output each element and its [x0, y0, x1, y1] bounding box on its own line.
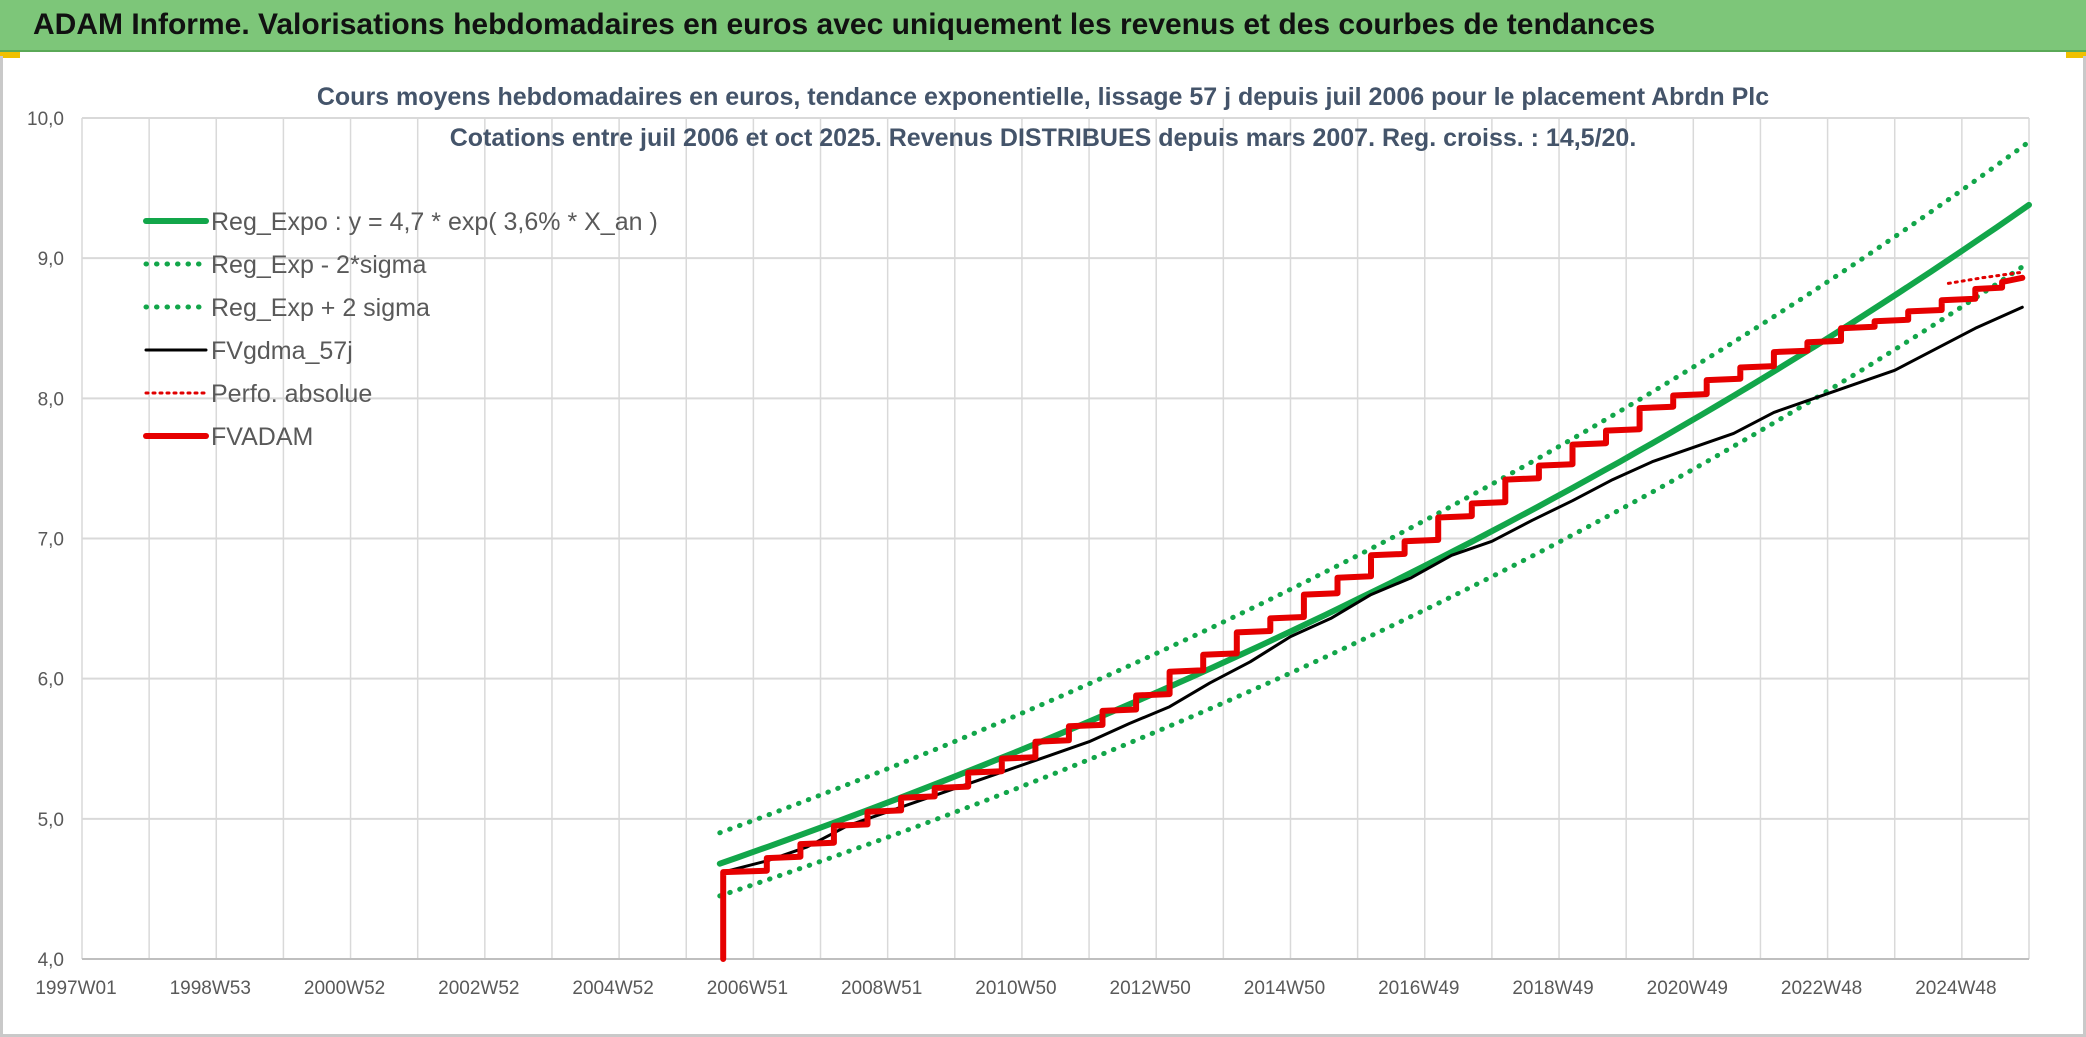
x-tick-label: 2024W48 — [1915, 978, 1996, 999]
chart-svg: 4,0 5,0 6,0 7,0 8,0 9,0 10,0 1997W01 1998W53 2000… — [27, 83, 2032, 999]
series-line-3 — [721, 305, 2024, 874]
chart-title: Cours moyens hebdomadaires en euros, ten… — [317, 83, 1769, 111]
x-tick-label: 2002W52 — [438, 978, 519, 999]
legend-label: Reg_Expo : y = 4,7 * exp( 3,6% * X_an ) — [211, 208, 658, 236]
legend-label: FVgdma_57j — [211, 337, 353, 365]
series-line-0 — [716, 201, 2032, 867]
corner-marker-right — [2066, 52, 2086, 58]
y-tick-label: 7,0 — [38, 530, 64, 551]
grid-layer — [81, 117, 2030, 960]
series-line-2 — [717, 139, 2032, 836]
y-tick-label: 9,0 — [38, 249, 64, 270]
legend-label: Reg_Exp + 2 sigma — [211, 294, 430, 322]
x-tick-label: 2008W51 — [841, 978, 922, 999]
x-tick-label: 2004W52 — [572, 978, 653, 999]
legend-label: FVADAM — [211, 423, 313, 451]
y-tick-label: 6,0 — [38, 670, 64, 691]
series-line-5 — [720, 274, 2026, 962]
x-tick-label: 2022W48 — [1781, 978, 1862, 999]
x-tick-label: 1998W53 — [170, 978, 251, 999]
x-tick-label: 2006W51 — [707, 978, 788, 999]
x-tick-label: 2018W49 — [1512, 978, 1593, 999]
header-banner: ADAM Informe. Valorisations hebdomadaire… — [0, 0, 2086, 52]
y-tick-label: 10,0 — [27, 109, 64, 130]
y-tick-label: 5,0 — [38, 810, 64, 831]
series-line-1 — [717, 259, 2032, 899]
x-tick-label: 2010W50 — [975, 978, 1056, 999]
legend: Reg_Expo : y = 4,7 * exp( 3,6% * X_an ) R… — [143, 208, 658, 451]
corner-marker-left — [0, 52, 20, 58]
legend-label: Perfo. absolue — [211, 380, 372, 408]
series-line-4 — [1946, 270, 2024, 285]
chart-subtitle: Cotations entre juil 2006 et oct 2025. R… — [450, 124, 1637, 152]
chart-frame: 4,0 5,0 6,0 7,0 8,0 9,0 10,0 1997W01 1998W53 2000… — [0, 56, 2086, 1037]
axis-layer: 4,0 5,0 6,0 7,0 8,0 9,0 10,0 1997W01 1998W53 2000… — [27, 109, 2029, 999]
page-title: ADAM Informe. Valorisations hebdomadaire… — [33, 8, 1656, 41]
x-tick-label: 1997W01 — [35, 978, 116, 999]
x-tick-label: 2020W49 — [1647, 978, 1728, 999]
x-tick-label: 2000W52 — [304, 978, 385, 999]
x-tick-label: 2016W49 — [1378, 978, 1459, 999]
legend-label: Reg_Exp - 2*sigma — [211, 251, 426, 279]
y-tick-label: 4,0 — [38, 950, 64, 971]
x-tick-label: 2012W50 — [1110, 978, 1191, 999]
x-tick-label: 2014W50 — [1244, 978, 1325, 999]
y-tick-label: 8,0 — [38, 389, 64, 410]
series-layer — [716, 139, 2032, 962]
